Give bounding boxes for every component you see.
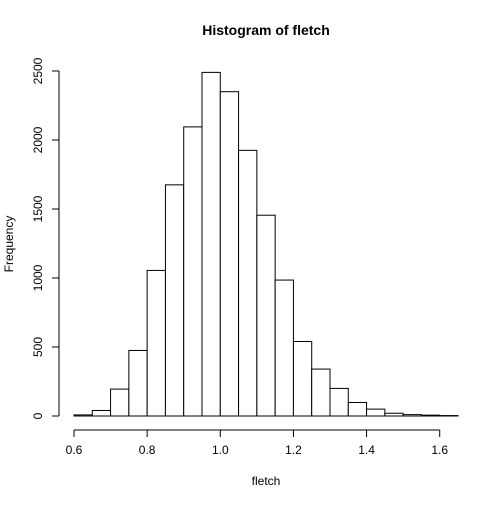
y-axis: 0 500 1000 1500 2000 2500	[31, 57, 59, 419]
histogram-bar	[421, 415, 439, 416]
histogram-bar	[257, 215, 275, 416]
histogram-bar	[275, 280, 293, 416]
y-tick-label: 500	[31, 337, 45, 357]
x-axis-label: fletch	[252, 474, 281, 488]
histogram-bar	[330, 388, 348, 416]
histogram-bar	[403, 415, 421, 416]
histogram-bar	[312, 369, 330, 416]
y-tick-label: 2000	[31, 126, 45, 153]
x-tick-label: 1.2	[285, 443, 302, 457]
histogram-bar	[129, 350, 147, 416]
histogram-bar	[184, 127, 202, 416]
histogram-bar	[293, 341, 311, 416]
x-tick-label: 1.4	[358, 443, 375, 457]
histogram-bar	[348, 402, 366, 416]
x-tick-label: 0.6	[66, 443, 83, 457]
y-tick-label: 0	[31, 412, 45, 419]
bars-group	[74, 72, 458, 416]
x-tick-label: 0.8	[139, 443, 156, 457]
x-tick-label: 1.0	[212, 443, 229, 457]
histogram-bar	[239, 150, 257, 416]
histogram-bar	[385, 413, 403, 416]
y-tick-label: 1500	[31, 195, 45, 222]
x-axis: 0.6 0.8 1.0 1.2 1.4 1.6	[66, 430, 449, 457]
histogram-bar	[92, 410, 110, 416]
chart-title: Histogram of fletch	[202, 22, 330, 38]
histogram-bar	[220, 92, 238, 416]
histogram-bar	[202, 72, 220, 416]
histogram-bar	[165, 185, 183, 416]
histogram-bar	[111, 389, 129, 416]
y-tick-label: 1000	[31, 264, 45, 291]
y-tick-label: 2500	[31, 57, 45, 84]
histogram-bar	[147, 270, 165, 416]
histogram-bar	[367, 409, 385, 416]
x-tick-label: 1.6	[431, 443, 448, 457]
histogram-bar	[74, 415, 92, 416]
y-axis-label: Frequency	[2, 216, 16, 273]
